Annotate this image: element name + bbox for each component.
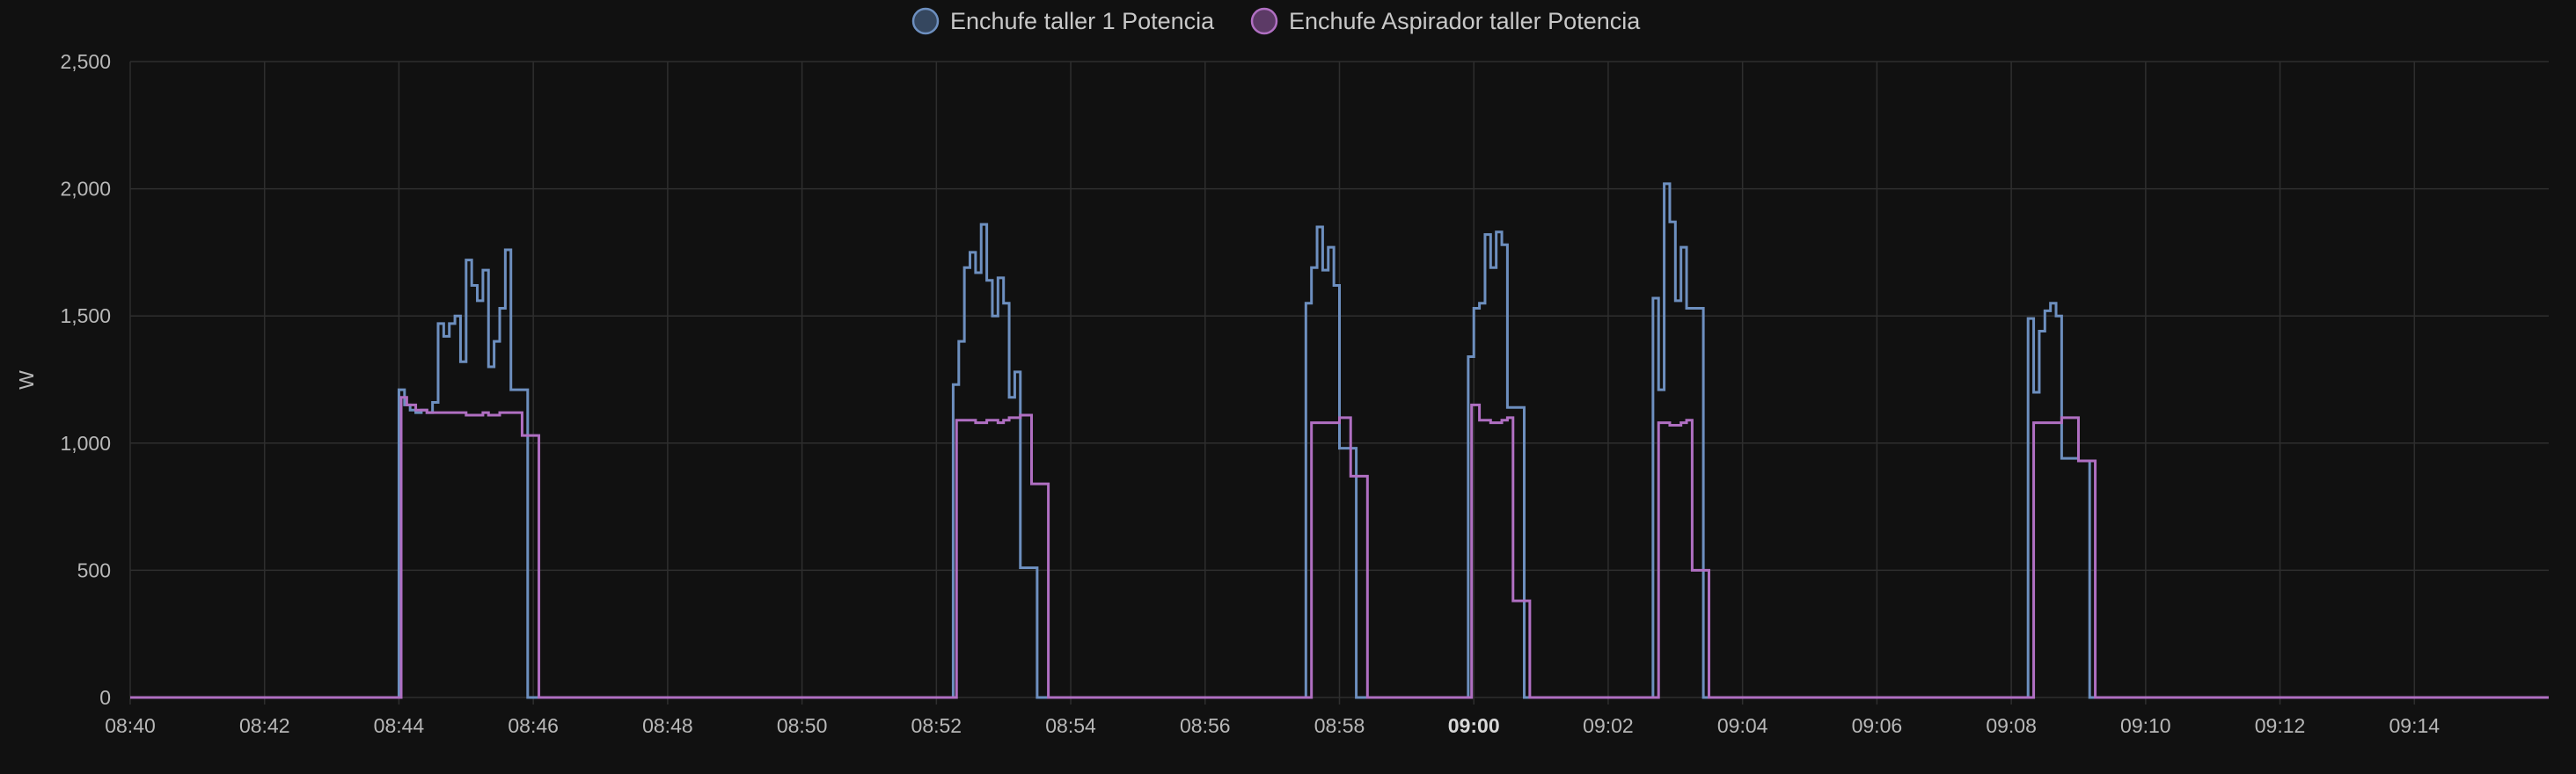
- y-tick-label: 500: [77, 559, 111, 581]
- y-tick-label: 0: [99, 686, 111, 709]
- x-tick-label: 08:44: [374, 714, 425, 737]
- legend-label: Enchufe Aspirador taller Potencia: [1289, 8, 1641, 34]
- legend-swatch: [1250, 7, 1278, 35]
- legend-item-aspirador[interactable]: Enchufe Aspirador taller Potencia: [1250, 7, 1641, 35]
- y-axis-title: W: [15, 370, 38, 390]
- x-tick-label: 08:46: [508, 714, 559, 737]
- y-axis: 0 500 1,000 1,500 2,000 2,500: [60, 50, 111, 709]
- series-lines: [130, 182, 2549, 699]
- x-tick-label: 09:12: [2255, 714, 2306, 737]
- y-tick-label: 1,500: [60, 304, 111, 327]
- x-tick-label: 08:48: [642, 714, 693, 737]
- series-line-aspirador: [130, 396, 2549, 699]
- x-tick-label: 08:54: [1045, 714, 1096, 737]
- x-tick-label: 09:08: [1986, 714, 2037, 737]
- x-tick-label: 08:40: [105, 714, 156, 737]
- legend-label: Enchufe taller 1 Potencia: [950, 8, 1215, 34]
- x-tick-label: 08:50: [777, 714, 828, 737]
- x-tick-label: 09:02: [1583, 714, 1634, 737]
- series-line-taller: [130, 182, 2549, 699]
- x-tick-label: 09:04: [1717, 714, 1768, 737]
- legend: Enchufe taller 1 Potencia Enchufe Aspira…: [911, 7, 1641, 35]
- x-tick-label: 08:42: [239, 714, 290, 737]
- y-tick-label: 2,500: [60, 50, 111, 73]
- y-tick-label: 2,000: [60, 178, 111, 201]
- x-tick-label: 09:06: [1852, 714, 1903, 737]
- x-axis: 08:40 08:42 08:44 08:46 08:48 08:50 08:52 08:54…: [105, 714, 2440, 737]
- x-tick-label: 08:56: [1180, 714, 1231, 737]
- x-tick-label: 08:58: [1314, 714, 1365, 737]
- x-tick-label: 08:52: [911, 714, 962, 737]
- x-tick-label: 09:10: [2120, 714, 2171, 737]
- x-tick-label: 09:00: [1448, 714, 1500, 737]
- legend-item-taller[interactable]: Enchufe taller 1 Potencia: [911, 7, 1215, 35]
- x-tick-label: 09:14: [2389, 714, 2440, 737]
- legend-swatch: [911, 7, 940, 35]
- y-tick-label: 1,000: [60, 432, 111, 455]
